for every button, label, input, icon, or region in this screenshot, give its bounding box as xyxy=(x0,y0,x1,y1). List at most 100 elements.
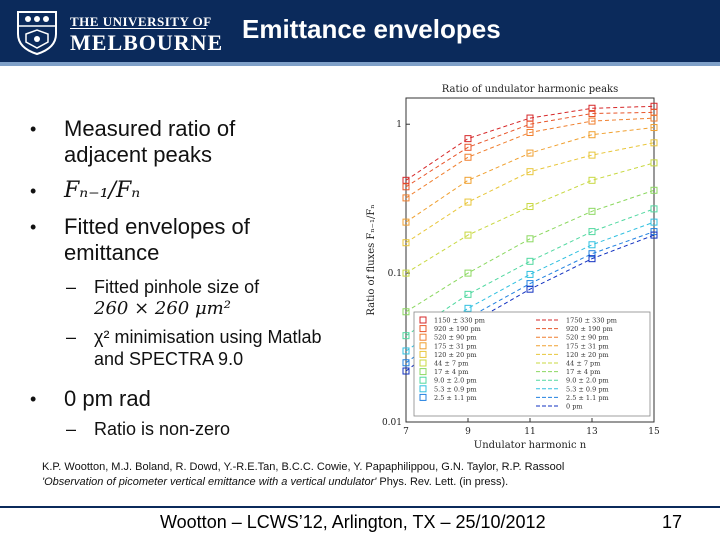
data-point-1-2 xyxy=(526,120,534,128)
legend-fit-label-7: 9.0 ± 2.0 pm xyxy=(566,377,609,385)
citation-paper-title: 'Observation of picometer vertical emitt… xyxy=(42,476,377,488)
data-point-5-2 xyxy=(526,203,534,211)
citation-authors: K.P. Wootton, M.J. Boland, R. Dowd, Y.-R… xyxy=(42,461,565,473)
data-point-8-2 xyxy=(526,270,534,278)
y-tick-label: 0.01 xyxy=(382,418,402,428)
x-tick-label: 13 xyxy=(586,427,598,437)
data-point-5-4 xyxy=(650,159,658,167)
legend-marker-4 xyxy=(419,350,427,358)
data-point-6-0 xyxy=(402,308,410,316)
x-axis-label: Undulator harmonic n xyxy=(474,440,587,451)
data-point-4-4 xyxy=(650,139,658,147)
legend-marker-1 xyxy=(419,325,427,333)
legend-label-4: 120 ± 20 pm xyxy=(434,351,477,359)
fit-line-7 xyxy=(405,208,655,337)
legend-label-7: 9.0 ± 2.0 pm xyxy=(434,377,477,385)
data-point-10-3 xyxy=(588,255,596,263)
citation-reference: 'Observation of picometer vertical emitt… xyxy=(42,475,682,490)
data-point-3-1 xyxy=(464,176,472,184)
data-point-2-0 xyxy=(402,194,410,202)
pinhole-size-formula: 260 × 260 μm² xyxy=(94,298,231,319)
data-point-6-1 xyxy=(464,269,472,277)
y-tick-label: 0.1 xyxy=(388,269,402,279)
data-point-4-1 xyxy=(464,198,472,206)
data-point-9-3 xyxy=(588,250,596,258)
data-point-8-3 xyxy=(588,241,596,249)
footer-rule xyxy=(0,506,720,508)
data-point-7-3 xyxy=(588,228,596,236)
bullet-text: Fitted envelopes of xyxy=(64,214,250,239)
data-point-3-2 xyxy=(526,149,534,157)
legend-label-1: 920 ± 190 pm xyxy=(434,325,481,333)
footer-text: Wootton – LCWS’12, Arlington, TX – 25/10… xyxy=(160,512,546,532)
legend-fit-label-2: 520 ± 90 pm xyxy=(566,334,609,342)
data-point-10-4 xyxy=(650,231,658,239)
bullet-text: adjacent peaks xyxy=(64,142,212,167)
legend-fit-label-10: 0 pm xyxy=(566,403,583,411)
fit-line-0 xyxy=(405,105,655,181)
legend-fit-label-3: 175 ± 31 pm xyxy=(566,342,609,350)
fit-line-6 xyxy=(405,189,655,313)
legend-label-3: 175 ± 31 pm xyxy=(434,342,477,350)
data-point-3-3 xyxy=(588,131,596,139)
sub-bullet-marker: – xyxy=(66,277,77,297)
bullet-marker: • xyxy=(30,389,37,409)
legend-label-5: 44 ± 7 pm xyxy=(434,360,468,368)
legend-marker-5 xyxy=(419,359,427,367)
bullet-marker: • xyxy=(30,217,37,237)
legend-marker-3 xyxy=(419,342,427,350)
sub-bullet-text: Fitted pinhole size of xyxy=(94,277,260,297)
bullet-text: emittance xyxy=(64,240,160,265)
data-point-8-4 xyxy=(650,218,658,226)
citation: K.P. Wootton, M.J. Boland, R. Dowd, Y.-R… xyxy=(42,460,682,490)
data-point-9-0 xyxy=(402,359,410,367)
university-crest-icon xyxy=(17,11,57,56)
data-point-10-0 xyxy=(402,367,410,375)
legend-marker-9 xyxy=(419,393,427,401)
data-point-4-3 xyxy=(588,151,596,159)
legend-label-2: 520 ± 90 pm xyxy=(434,334,477,342)
legend-fit-label-1: 920 ± 190 pm xyxy=(566,325,613,333)
data-point-1-3 xyxy=(588,110,596,118)
data-point-1-0 xyxy=(402,183,410,191)
data-point-2-2 xyxy=(526,128,534,136)
sub-bullet-marker: – xyxy=(66,327,77,347)
bullet-text: Measured ratio of xyxy=(64,116,236,141)
citation-journal: Phys. Rev. Lett. (in press). xyxy=(376,476,509,488)
data-point-6-4 xyxy=(650,186,658,194)
data-point-2-3 xyxy=(588,117,596,125)
legend-fit-label-6: 17 ± 4 pm xyxy=(566,368,600,376)
harmonic-ratio-chart: Ratio of undulator harmonic peaks 7 9 11 13 1… xyxy=(366,84,660,451)
x-tick-label: 9 xyxy=(465,427,471,437)
fit-line-2 xyxy=(405,117,655,199)
legend-marker-2 xyxy=(419,333,427,341)
data-point-3-4 xyxy=(650,124,658,132)
flux-ratio-formula: Fₙ₋₁/Fₙ xyxy=(64,178,141,203)
sub-bullet-text: Ratio is non-zero xyxy=(94,419,231,439)
data-point-1-1 xyxy=(464,143,472,151)
data-point-4-0 xyxy=(402,239,410,247)
bullet-marker: • xyxy=(30,181,37,201)
sub-bullet-marker: – xyxy=(66,419,77,439)
fit-line-3 xyxy=(405,127,655,223)
data-point-10-2 xyxy=(526,285,534,293)
university-logo: THE UNIVERSITY OF MELBOURNE xyxy=(14,8,222,56)
data-point-7-1 xyxy=(464,290,472,298)
data-point-7-0 xyxy=(402,332,410,340)
bullet-marker: • xyxy=(30,119,37,139)
data-point-6-3 xyxy=(588,207,596,215)
legend-fit-label-8: 5.3 ± 0.9 pm xyxy=(566,385,609,393)
data-point-7-4 xyxy=(650,205,658,213)
legend-box xyxy=(413,311,651,417)
data-point-0-3 xyxy=(588,104,596,112)
data-point-6-2 xyxy=(526,235,534,243)
legend-fit-label-9: 2.5 ± 1.1 pm xyxy=(566,394,609,402)
y-axis-label: Ratio of fluxes Fₙ₋₁/Fₙ xyxy=(366,204,377,315)
data-point-8-0 xyxy=(402,347,410,355)
data-point-2-1 xyxy=(464,153,472,161)
sub-bullet-text: χ² minimisation using Matlab xyxy=(94,327,322,347)
slide-header: THE UNIVERSITY OF MELBOURNE Emittance en… xyxy=(0,0,720,62)
fit-line-4 xyxy=(405,142,655,244)
page-number: 17 xyxy=(662,512,683,532)
chart-title: Ratio of undulator harmonic peaks xyxy=(442,84,619,95)
